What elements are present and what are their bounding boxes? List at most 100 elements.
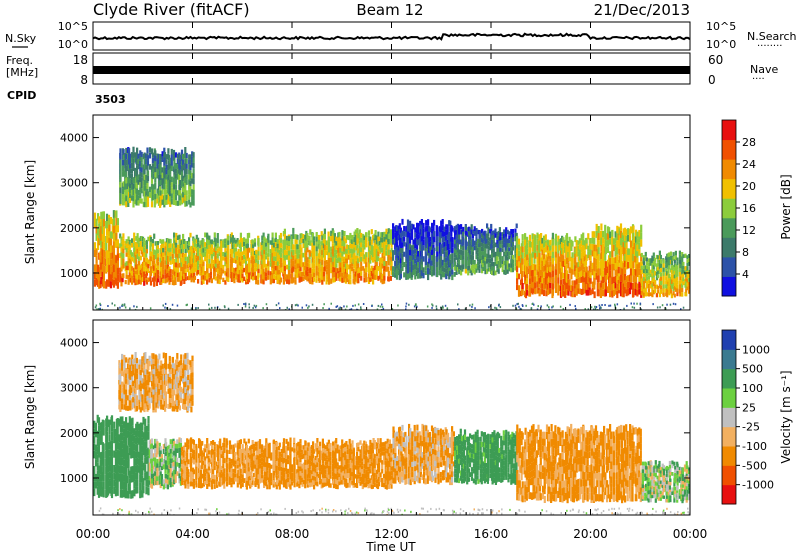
scatter-cell (454, 235, 457, 240)
scatter-cell (162, 274, 165, 279)
scatter-cell (406, 243, 410, 250)
scatter-cell (271, 273, 274, 279)
ground-scatter-cell (253, 304, 256, 307)
scatter-cell (497, 252, 500, 257)
scatter-cell (684, 253, 687, 258)
power-colorbar-swatch (722, 120, 736, 141)
scatter-cell (166, 264, 170, 269)
scatter-cell (668, 273, 671, 279)
scatter-cell (142, 478, 145, 486)
scatter-cell (540, 263, 543, 270)
scatter-cell (578, 288, 581, 295)
ground-scatter-cell (531, 303, 534, 305)
scatter-cell (134, 178, 137, 184)
scatter-cell (181, 154, 185, 160)
scatter-cell (214, 255, 217, 260)
scatter-cell (131, 417, 134, 426)
scatter-cell (154, 457, 157, 462)
scatter-cell (486, 243, 489, 249)
ground-scatter-cell (631, 306, 634, 309)
scatter-cell (578, 260, 581, 267)
scatter-cell (469, 231, 472, 237)
scatter-cell (492, 262, 495, 267)
scatter-cell (625, 249, 628, 256)
scatter-cell (633, 288, 636, 295)
scatter-cell (508, 255, 511, 260)
scatter-cell (365, 237, 368, 243)
scatter-cell (119, 473, 122, 482)
scatter-cell (622, 276, 625, 284)
scatter-cell (546, 250, 549, 257)
scatter-cell (136, 248, 139, 254)
scatter-cell (540, 275, 543, 282)
scatter-cell (227, 258, 230, 264)
scatter-cell (159, 180, 162, 186)
scatter-cell (558, 285, 561, 292)
scatter-cell (296, 268, 299, 273)
scatter-cell (538, 259, 541, 266)
scatter-cell (622, 255, 625, 263)
scatter-cell (531, 282, 534, 289)
scatter-cell (538, 240, 541, 247)
scatter-cell (214, 242, 217, 247)
scatter-cell (176, 158, 179, 165)
scatter-cell (365, 262, 368, 268)
scatter-cell (152, 477, 156, 482)
scatter-cell (412, 254, 415, 260)
scatter-cell (494, 256, 497, 262)
scatter-cell (152, 481, 156, 486)
scatter-cell (624, 247, 627, 254)
noise-trace (92, 32, 691, 41)
scatter-cell (682, 273, 685, 278)
scatter-cell (654, 284, 657, 289)
scatter-cell (580, 246, 583, 253)
scatter-cell (441, 265, 444, 272)
scatter-cell (679, 292, 682, 297)
scatter-cell (517, 291, 521, 297)
scatter-cell (159, 479, 162, 484)
scatter-cell (132, 164, 135, 171)
scatter-cell (125, 274, 128, 279)
scatter-cell (604, 289, 607, 297)
scatter-cell (169, 243, 172, 248)
scatter-cell (130, 173, 134, 180)
scatter-cell (123, 451, 126, 460)
scatter-cell (97, 481, 101, 490)
scatter-cell (171, 248, 174, 254)
scatter-cell (672, 252, 675, 257)
scatter-cell (188, 250, 191, 255)
noise-left-label: N.Sky (5, 32, 37, 45)
scatter-cell (325, 269, 328, 275)
scatter-cell (558, 239, 561, 245)
scatter-cell (190, 273, 193, 278)
scatter-cell (375, 266, 378, 271)
scatter-cell (267, 247, 270, 253)
scatter-cell (464, 244, 467, 250)
scatter-cell (107, 472, 110, 481)
noise-panel: N.Sky N.Search ········ 10^5 10^0 10^5 1… (5, 20, 797, 52)
scatter-cell (666, 292, 669, 298)
scatter-cell (145, 486, 148, 495)
scatter-cell (332, 235, 335, 241)
scatter-cell (431, 238, 434, 245)
scatter-cell (302, 266, 305, 272)
scatter-cell (554, 239, 557, 246)
scatter-cell (262, 232, 265, 238)
scatter-cell (561, 284, 564, 291)
scatter-cell (420, 224, 423, 231)
scatter-cell (222, 252, 225, 257)
scatter-cell (638, 268, 641, 276)
scatter-cell (138, 237, 141, 243)
scatter-cell (622, 249, 625, 256)
scatter-cell (427, 237, 430, 244)
scatter-cell (549, 282, 552, 289)
scatter-cell (668, 256, 671, 261)
scatter-cell (271, 252, 274, 258)
scatter-cell (330, 267, 333, 274)
scatter-cell (387, 249, 390, 255)
scatter-cell (602, 237, 605, 244)
scatter-cell (582, 263, 585, 270)
scatter-cell (144, 472, 147, 481)
scatter-cell (237, 261, 240, 266)
scatter-cell (113, 486, 116, 494)
